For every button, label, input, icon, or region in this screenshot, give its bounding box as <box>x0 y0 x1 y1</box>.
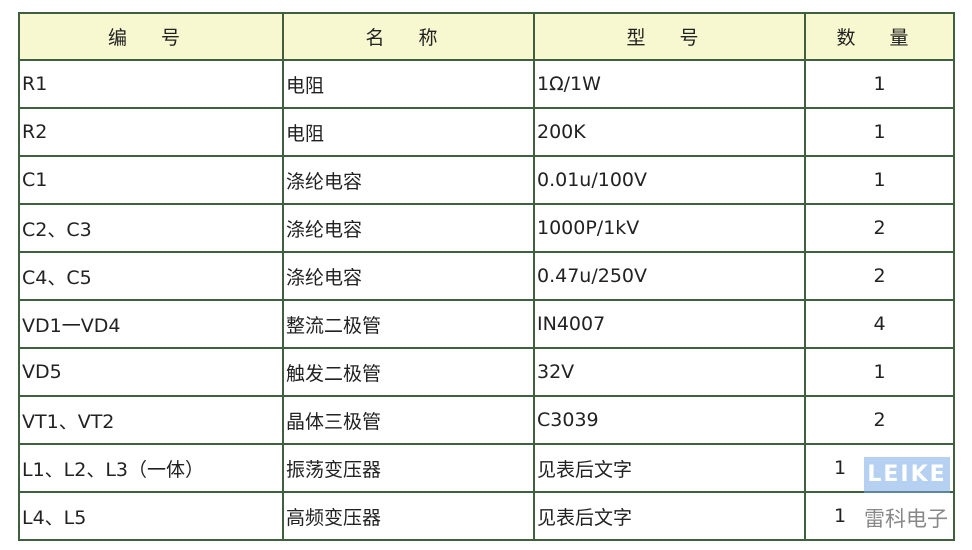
part-model-cell: 32V <box>533 347 806 397</box>
table-row: C1 涤纶电容 0.01u/100V 1 <box>18 155 955 205</box>
part-id-cell: L1、L2、L3（一体） <box>18 443 284 493</box>
column-header: 型 号 <box>533 12 806 61</box>
part-id-cell: C1 <box>18 155 284 205</box>
part-id-cell: R1 <box>18 59 284 109</box>
part-id-cell: VT1、VT2 <box>18 395 284 445</box>
part-name-cell: 涤纶电容 <box>282 251 535 301</box>
table-row: L4、L5 高频变压器 见表后文字 1 <box>18 491 955 541</box>
part-name-cell: 电阻 <box>282 59 535 109</box>
quantity-cell: 2 <box>804 395 955 445</box>
table-row: C2、C3 涤纶电容 1000P/1kV 2 <box>18 203 955 253</box>
quantity-cell: 2 <box>804 203 955 253</box>
part-id-cell: C2、C3 <box>18 203 284 253</box>
part-id-cell: R2 <box>18 107 284 157</box>
quantity-cell: 1 <box>804 59 955 109</box>
column-header: 编 号 <box>18 12 284 61</box>
part-name-cell: 涤纶电容 <box>282 155 535 205</box>
part-id-cell: VD5 <box>18 347 284 397</box>
parts-table: 编 号名 称型 号数 量 R1 电阻 1Ω/1W 1 R2 电阻 200K 1 C1 涤纶电容 0.… <box>18 12 955 541</box>
column-header: 数 量 <box>804 12 955 61</box>
column-header: 名 称 <box>282 12 535 61</box>
quantity-cell: 2 <box>804 251 955 301</box>
part-name-cell: 涤纶电容 <box>282 203 535 253</box>
part-name-cell: 整流二极管 <box>282 299 535 349</box>
leike-logo-watermark: LEIKE <box>864 457 950 493</box>
part-name-cell: 电阻 <box>282 107 535 157</box>
watermark-text: 雷科电子 <box>864 507 948 531</box>
part-model-cell: 见表后文字 <box>533 491 806 541</box>
table-row: C4、C5 涤纶电容 0.47u/250V 2 <box>18 251 955 301</box>
quantity-cell: 1 <box>804 347 955 397</box>
header-row: 编 号名 称型 号数 量 <box>18 12 955 61</box>
part-name-cell: 高频变压器 <box>282 491 535 541</box>
part-model-cell: 0.01u/100V <box>533 155 806 205</box>
table-row: VT1、VT2 晶体三极管 C3039 2 <box>18 395 955 445</box>
part-model-cell: C3039 <box>533 395 806 445</box>
part-id-cell: C4、C5 <box>18 251 284 301</box>
part-id-cell: L4、L5 <box>18 491 284 541</box>
part-name-cell: 触发二极管 <box>282 347 535 397</box>
quantity-cell: 1 <box>804 491 955 541</box>
table-row: VD1一VD4 整流二极管 IN4007 4 <box>18 299 955 349</box>
quantity-cell: 4 <box>804 299 955 349</box>
part-model-cell: 1000P/1kV <box>533 203 806 253</box>
part-model-cell: 1Ω/1W <box>533 59 806 109</box>
part-id-cell: VD1一VD4 <box>18 299 284 349</box>
part-name-cell: 振荡变压器 <box>282 443 535 493</box>
part-model-cell: 200K <box>533 107 806 157</box>
part-model-cell: 0.47u/250V <box>533 251 806 301</box>
table-row: VD5 触发二极管 32V 1 <box>18 347 955 397</box>
table-row: L1、L2、L3（一体） 振荡变压器 见表后文字 1 <box>18 443 955 493</box>
table-row: R2 电阻 200K 1 <box>18 107 955 157</box>
table-row: R1 电阻 1Ω/1W 1 <box>18 59 955 109</box>
quantity-cell: 1 <box>804 155 955 205</box>
part-model-cell: IN4007 <box>533 299 806 349</box>
quantity-cell: 1 <box>804 107 955 157</box>
part-model-cell: 见表后文字 <box>533 443 806 493</box>
part-name-cell: 晶体三极管 <box>282 395 535 445</box>
